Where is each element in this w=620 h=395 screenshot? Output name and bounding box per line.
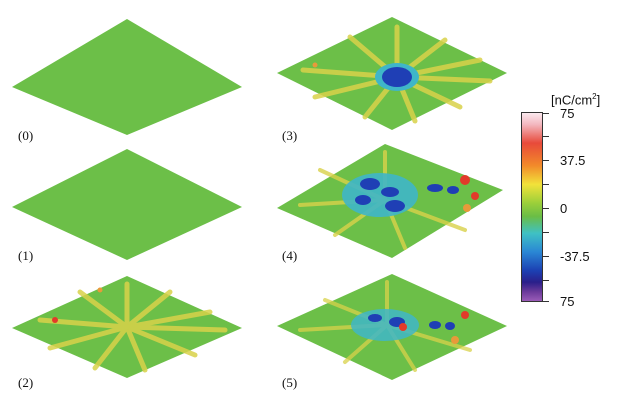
panel-0 bbox=[10, 15, 245, 140]
colorbar-tick-label-75-bottom: 75 bbox=[560, 294, 575, 309]
colorbar-tick bbox=[543, 280, 549, 281]
colorbar-tick bbox=[543, 160, 549, 161]
panel-label-4: (4) bbox=[282, 248, 298, 263]
panel-4 bbox=[275, 140, 510, 265]
colorbar-tick bbox=[543, 136, 549, 137]
charge-plate-5 bbox=[277, 274, 507, 380]
colorbar-tick-label-37-5: 37.5 bbox=[560, 153, 586, 168]
panel-label-1: (1) bbox=[18, 248, 34, 263]
colorbar-tick bbox=[543, 232, 549, 233]
panel-label-5: (5) bbox=[282, 375, 298, 390]
panel-label-0: (0) bbox=[18, 128, 34, 143]
panel-5 bbox=[275, 270, 510, 395]
colorbar bbox=[521, 112, 543, 302]
charge-plate-4 bbox=[277, 144, 503, 258]
panel-1 bbox=[10, 145, 245, 270]
colorbar-tick bbox=[543, 256, 549, 257]
panel-2 bbox=[10, 270, 245, 395]
colorbar-tick-label-minus-37-5: -37.5 bbox=[560, 249, 590, 264]
panel-label-2: (2) bbox=[18, 375, 34, 390]
colorbar-tick-label-0: 0 bbox=[560, 201, 568, 216]
charge-plate-1 bbox=[12, 149, 242, 260]
charge-plate-2 bbox=[12, 276, 242, 378]
colorbar-tick bbox=[543, 113, 549, 114]
panel-label-3: (3) bbox=[282, 128, 298, 143]
charge-plate-0 bbox=[12, 19, 242, 135]
colorbar-tick bbox=[543, 208, 549, 209]
colorbar-tick bbox=[543, 301, 549, 302]
colorbar-unit: [nC/cm2] bbox=[551, 92, 601, 108]
charge-plate-3 bbox=[277, 17, 507, 130]
colorbar-tick bbox=[543, 184, 549, 185]
panel-3 bbox=[275, 15, 510, 140]
colorbar-tick-label-75-top: 75 bbox=[560, 106, 575, 121]
